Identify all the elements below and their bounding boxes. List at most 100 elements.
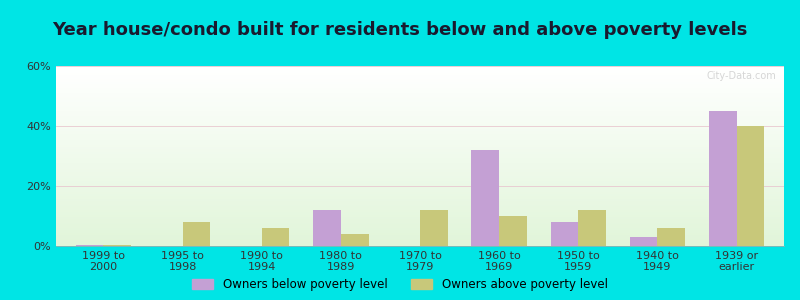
Bar [56, 203, 784, 205]
Bar [56, 75, 784, 77]
Bar [56, 66, 784, 68]
Bar [56, 93, 784, 95]
Bar [56, 124, 784, 125]
Bar [56, 145, 784, 147]
Bar [56, 174, 784, 176]
Bar [56, 140, 784, 142]
Bar [56, 120, 784, 122]
Bar [56, 102, 784, 104]
Bar [56, 104, 784, 106]
Bar [56, 142, 784, 143]
Bar [56, 219, 784, 221]
Bar [737, 126, 764, 246]
Bar [56, 122, 784, 124]
Bar [313, 210, 341, 246]
Bar [56, 197, 784, 199]
Bar [56, 212, 784, 214]
Bar [56, 210, 784, 212]
Bar [56, 163, 784, 165]
Bar [578, 210, 606, 246]
Bar [56, 95, 784, 97]
Bar [56, 89, 784, 91]
Bar [56, 169, 784, 170]
Bar [56, 215, 784, 217]
Bar [56, 228, 784, 230]
Bar [56, 185, 784, 187]
Bar [262, 228, 290, 246]
Bar [56, 233, 784, 235]
Bar [56, 192, 784, 194]
Bar [56, 179, 784, 181]
Bar [499, 216, 527, 246]
Bar [56, 172, 784, 174]
Bar [56, 181, 784, 183]
Bar [56, 221, 784, 223]
Bar [56, 158, 784, 160]
Bar [56, 230, 784, 232]
Bar [56, 160, 784, 161]
Bar [56, 188, 784, 190]
Bar [630, 237, 658, 246]
Bar [56, 244, 784, 246]
Bar [56, 134, 784, 136]
Bar [56, 133, 784, 134]
Bar [56, 226, 784, 228]
Bar [56, 82, 784, 84]
Bar [341, 234, 369, 246]
Bar [56, 118, 784, 120]
Bar [56, 125, 784, 127]
Bar [56, 235, 784, 237]
Bar [56, 143, 784, 145]
Bar [56, 79, 784, 80]
Bar [56, 77, 784, 79]
Bar [56, 91, 784, 93]
Bar [56, 170, 784, 172]
Bar [56, 151, 784, 152]
Bar [550, 222, 578, 246]
Bar [56, 111, 784, 113]
Bar [56, 205, 784, 206]
Bar [56, 176, 784, 178]
Bar [56, 232, 784, 233]
Bar [56, 161, 784, 163]
Bar [56, 107, 784, 109]
Bar [56, 187, 784, 188]
Bar [56, 106, 784, 107]
Bar [471, 150, 499, 246]
Bar [658, 228, 685, 246]
Bar [56, 71, 784, 73]
Bar [56, 190, 784, 192]
Bar [56, 194, 784, 196]
Bar [56, 68, 784, 70]
Bar [56, 208, 784, 210]
Bar [56, 115, 784, 116]
Bar [56, 149, 784, 151]
Text: Year house/condo built for residents below and above poverty levels: Year house/condo built for residents bel… [52, 21, 748, 39]
Bar [56, 199, 784, 201]
Text: City-Data.com: City-Data.com [707, 71, 777, 81]
Legend: Owners below poverty level, Owners above poverty level: Owners below poverty level, Owners above… [192, 278, 608, 291]
Bar [56, 84, 784, 86]
Bar [56, 223, 784, 224]
Bar [56, 196, 784, 197]
Bar [56, 129, 784, 131]
Bar [56, 214, 784, 215]
Bar [56, 127, 784, 129]
Bar [56, 138, 784, 140]
Bar [56, 113, 784, 115]
Bar [56, 147, 784, 149]
Bar [56, 217, 784, 219]
Bar [56, 239, 784, 241]
Bar [76, 244, 103, 246]
Bar [56, 152, 784, 154]
Bar [56, 154, 784, 156]
Bar [56, 80, 784, 82]
Bar [56, 86, 784, 88]
Bar [56, 237, 784, 239]
Bar [56, 116, 784, 118]
Bar [420, 210, 448, 246]
Bar [56, 224, 784, 226]
Bar [56, 98, 784, 100]
Bar [56, 97, 784, 98]
Bar [56, 131, 784, 133]
